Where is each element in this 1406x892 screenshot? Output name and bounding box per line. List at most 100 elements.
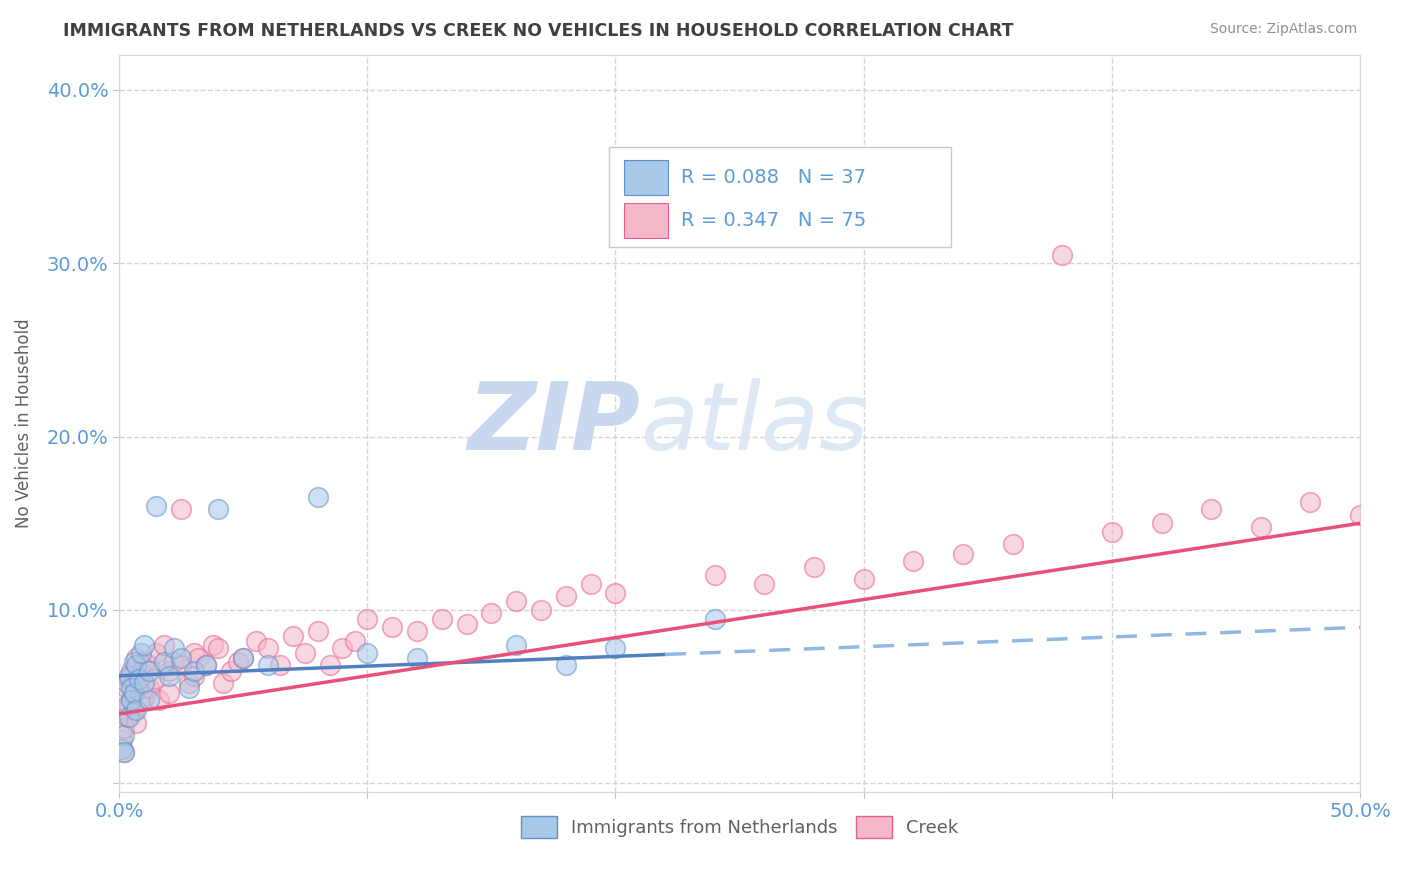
Point <box>219 664 242 678</box>
Point <box>554 658 576 673</box>
Point <box>194 658 217 673</box>
Text: R = 0.347   N = 75: R = 0.347 N = 75 <box>682 211 866 229</box>
Point <box>1250 519 1272 533</box>
Point <box>138 693 160 707</box>
Point <box>381 620 404 634</box>
Point <box>112 745 135 759</box>
Point <box>952 548 974 562</box>
Point <box>194 658 217 673</box>
Bar <box>624 202 668 238</box>
Point <box>356 646 378 660</box>
Point <box>125 704 148 718</box>
Point <box>212 675 235 690</box>
Bar <box>624 160 668 195</box>
Y-axis label: No Vehicles in Household: No Vehicles in Household <box>15 318 32 528</box>
Point <box>115 698 138 713</box>
Point <box>257 641 280 656</box>
Point <box>332 641 354 656</box>
Point <box>122 704 145 718</box>
Point <box>754 577 776 591</box>
Point <box>145 499 167 513</box>
Point <box>121 664 143 678</box>
Point <box>112 721 135 735</box>
Point <box>579 577 602 591</box>
Point <box>281 629 304 643</box>
Point <box>177 675 200 690</box>
Point <box>170 651 193 665</box>
Text: R = 0.088   N = 37: R = 0.088 N = 37 <box>682 168 866 187</box>
Point <box>138 658 160 673</box>
Point <box>138 664 160 678</box>
FancyBboxPatch shape <box>609 147 950 247</box>
Point <box>132 638 155 652</box>
Point <box>207 641 229 656</box>
Point <box>1050 247 1073 261</box>
Point <box>128 673 150 687</box>
Point <box>343 634 366 648</box>
Point <box>163 655 186 669</box>
Point <box>152 638 174 652</box>
Point <box>118 669 141 683</box>
Point <box>430 611 453 625</box>
Text: Source: ZipAtlas.com: Source: ZipAtlas.com <box>1209 22 1357 37</box>
Point <box>122 675 145 690</box>
Point <box>115 675 138 690</box>
Point <box>356 611 378 625</box>
Point <box>187 651 209 665</box>
Point <box>110 741 132 756</box>
Point <box>122 655 145 669</box>
Text: atlas: atlas <box>640 378 869 469</box>
Point <box>145 646 167 660</box>
Point <box>307 490 329 504</box>
Point <box>132 690 155 704</box>
Point <box>257 658 280 673</box>
Text: ZIP: ZIP <box>467 377 640 469</box>
Point <box>152 655 174 669</box>
Point <box>131 646 153 660</box>
Point <box>319 658 342 673</box>
Point <box>183 669 205 683</box>
Point <box>131 664 153 678</box>
Point <box>703 568 725 582</box>
Point <box>232 651 254 665</box>
Point <box>128 675 150 690</box>
Point <box>170 502 193 516</box>
Point <box>294 646 316 660</box>
Point <box>1101 524 1123 539</box>
Point <box>183 664 205 678</box>
Point <box>1299 495 1322 509</box>
Point <box>1348 508 1371 522</box>
Point <box>269 658 291 673</box>
Point <box>1199 502 1222 516</box>
Text: IMMIGRANTS FROM NETHERLANDS VS CREEK NO VEHICLES IN HOUSEHOLD CORRELATION CHART: IMMIGRANTS FROM NETHERLANDS VS CREEK NO … <box>63 22 1014 40</box>
Point <box>803 559 825 574</box>
Point <box>118 710 141 724</box>
Point <box>903 554 925 568</box>
Point <box>1150 516 1173 531</box>
Point <box>121 693 143 707</box>
Point <box>456 616 478 631</box>
Point <box>530 603 553 617</box>
Point <box>115 681 138 695</box>
Point <box>125 715 148 730</box>
Point <box>112 728 135 742</box>
Point <box>128 693 150 707</box>
Point <box>605 585 627 599</box>
Point <box>115 710 138 724</box>
Point <box>132 675 155 690</box>
Point <box>554 589 576 603</box>
Legend: Immigrants from Netherlands, Creek: Immigrants from Netherlands, Creek <box>513 809 966 846</box>
Point <box>183 646 205 660</box>
Point <box>157 669 180 683</box>
Point <box>232 651 254 665</box>
Point <box>505 594 527 608</box>
Point <box>479 607 502 621</box>
Point <box>307 624 329 638</box>
Point <box>157 664 180 678</box>
Point <box>605 641 627 656</box>
Point <box>406 624 429 638</box>
Point <box>125 651 148 665</box>
Point <box>654 169 676 184</box>
Point <box>118 698 141 713</box>
Point <box>226 655 249 669</box>
